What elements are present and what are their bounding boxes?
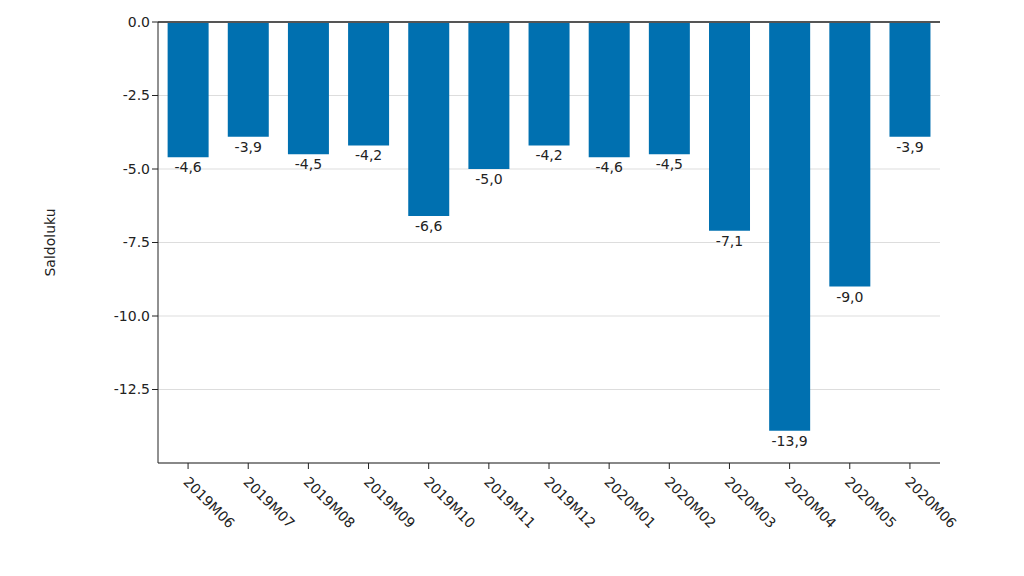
svg-text:-4,5: -4,5 <box>295 156 322 172</box>
svg-text:-13,9: -13,9 <box>772 433 808 449</box>
svg-text:-12.5: -12.5 <box>114 381 150 397</box>
svg-text:-5.0: -5.0 <box>123 161 150 177</box>
svg-text:-3,9: -3,9 <box>235 139 262 155</box>
svg-text:2020M06: 2020M06 <box>902 473 960 531</box>
svg-text:-7,1: -7,1 <box>716 233 743 249</box>
svg-text:Saldoluku: Saldoluku <box>42 208 58 276</box>
svg-text:2020M02: 2020M02 <box>662 473 720 531</box>
svg-text:2020M01: 2020M01 <box>601 473 659 531</box>
svg-text:2019M12: 2019M12 <box>541 473 599 531</box>
svg-text:-4,6: -4,6 <box>174 159 201 175</box>
svg-text:2020M04: 2020M04 <box>782 473 840 531</box>
svg-text:-7.5: -7.5 <box>123 234 150 250</box>
svg-text:-10.0: -10.0 <box>114 308 150 324</box>
svg-text:-4,2: -4,2 <box>535 147 562 163</box>
svg-text:-9,0: -9,0 <box>836 289 863 305</box>
svg-text:2019M06: 2019M06 <box>180 473 238 531</box>
svg-text:-6,6: -6,6 <box>415 218 442 234</box>
svg-text:2020M03: 2020M03 <box>722 473 780 531</box>
svg-text:2019M07: 2019M07 <box>240 473 298 531</box>
svg-text:2019M10: 2019M10 <box>421 473 479 531</box>
svg-text:2019M11: 2019M11 <box>481 473 539 531</box>
svg-text:-4,6: -4,6 <box>596 159 623 175</box>
svg-text:-4,5: -4,5 <box>656 156 683 172</box>
svg-text:0.0: 0.0 <box>128 14 150 30</box>
svg-text:-3,9: -3,9 <box>896 139 923 155</box>
svg-text:2019M08: 2019M08 <box>301 473 359 531</box>
svg-text:-2.5: -2.5 <box>123 87 150 103</box>
svg-text:-5,0: -5,0 <box>475 171 502 187</box>
svg-text:2019M09: 2019M09 <box>361 473 419 531</box>
svg-text:-4,2: -4,2 <box>355 147 382 163</box>
svg-text:2020M05: 2020M05 <box>842 473 900 531</box>
